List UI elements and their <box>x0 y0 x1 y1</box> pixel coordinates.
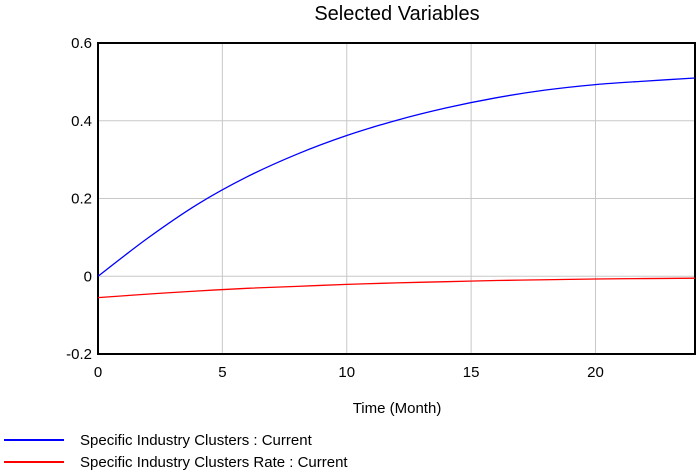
y-tick-label: 0 <box>84 268 92 285</box>
series-line-0 <box>97 77 696 277</box>
series-lines <box>97 77 696 299</box>
x-tick-label: 20 <box>587 364 604 381</box>
y-tick-label: -0.2 <box>66 346 92 363</box>
legend-label-clusters-rate: Specific Industry Clusters Rate : Curren… <box>80 454 348 471</box>
x-tick-label: 15 <box>463 364 480 381</box>
x-axis-label: Time (Month) <box>353 400 442 417</box>
y-tick-label: 0.6 <box>71 35 92 52</box>
x-tick-label: 0 <box>94 364 102 381</box>
y-tick-label: 0.4 <box>71 113 92 130</box>
legend-label-clusters: Specific Industry Clusters : Current <box>80 432 313 449</box>
x-tick-label: 5 <box>218 364 226 381</box>
x-tick-label: 10 <box>338 364 355 381</box>
grid-lines <box>98 43 695 354</box>
chart-title: Selected Variables <box>314 3 479 25</box>
legend: Specific Industry Clusters : Current Spe… <box>4 432 348 471</box>
plot-area-frame <box>97 42 696 355</box>
x-axis-ticks: 0 5 10 15 20 <box>94 364 604 381</box>
series-line-1 <box>97 277 696 299</box>
y-tick-label: 0.2 <box>71 191 92 208</box>
y-axis-ticks: -0.2 0 0.2 0.4 0.6 <box>66 35 92 363</box>
